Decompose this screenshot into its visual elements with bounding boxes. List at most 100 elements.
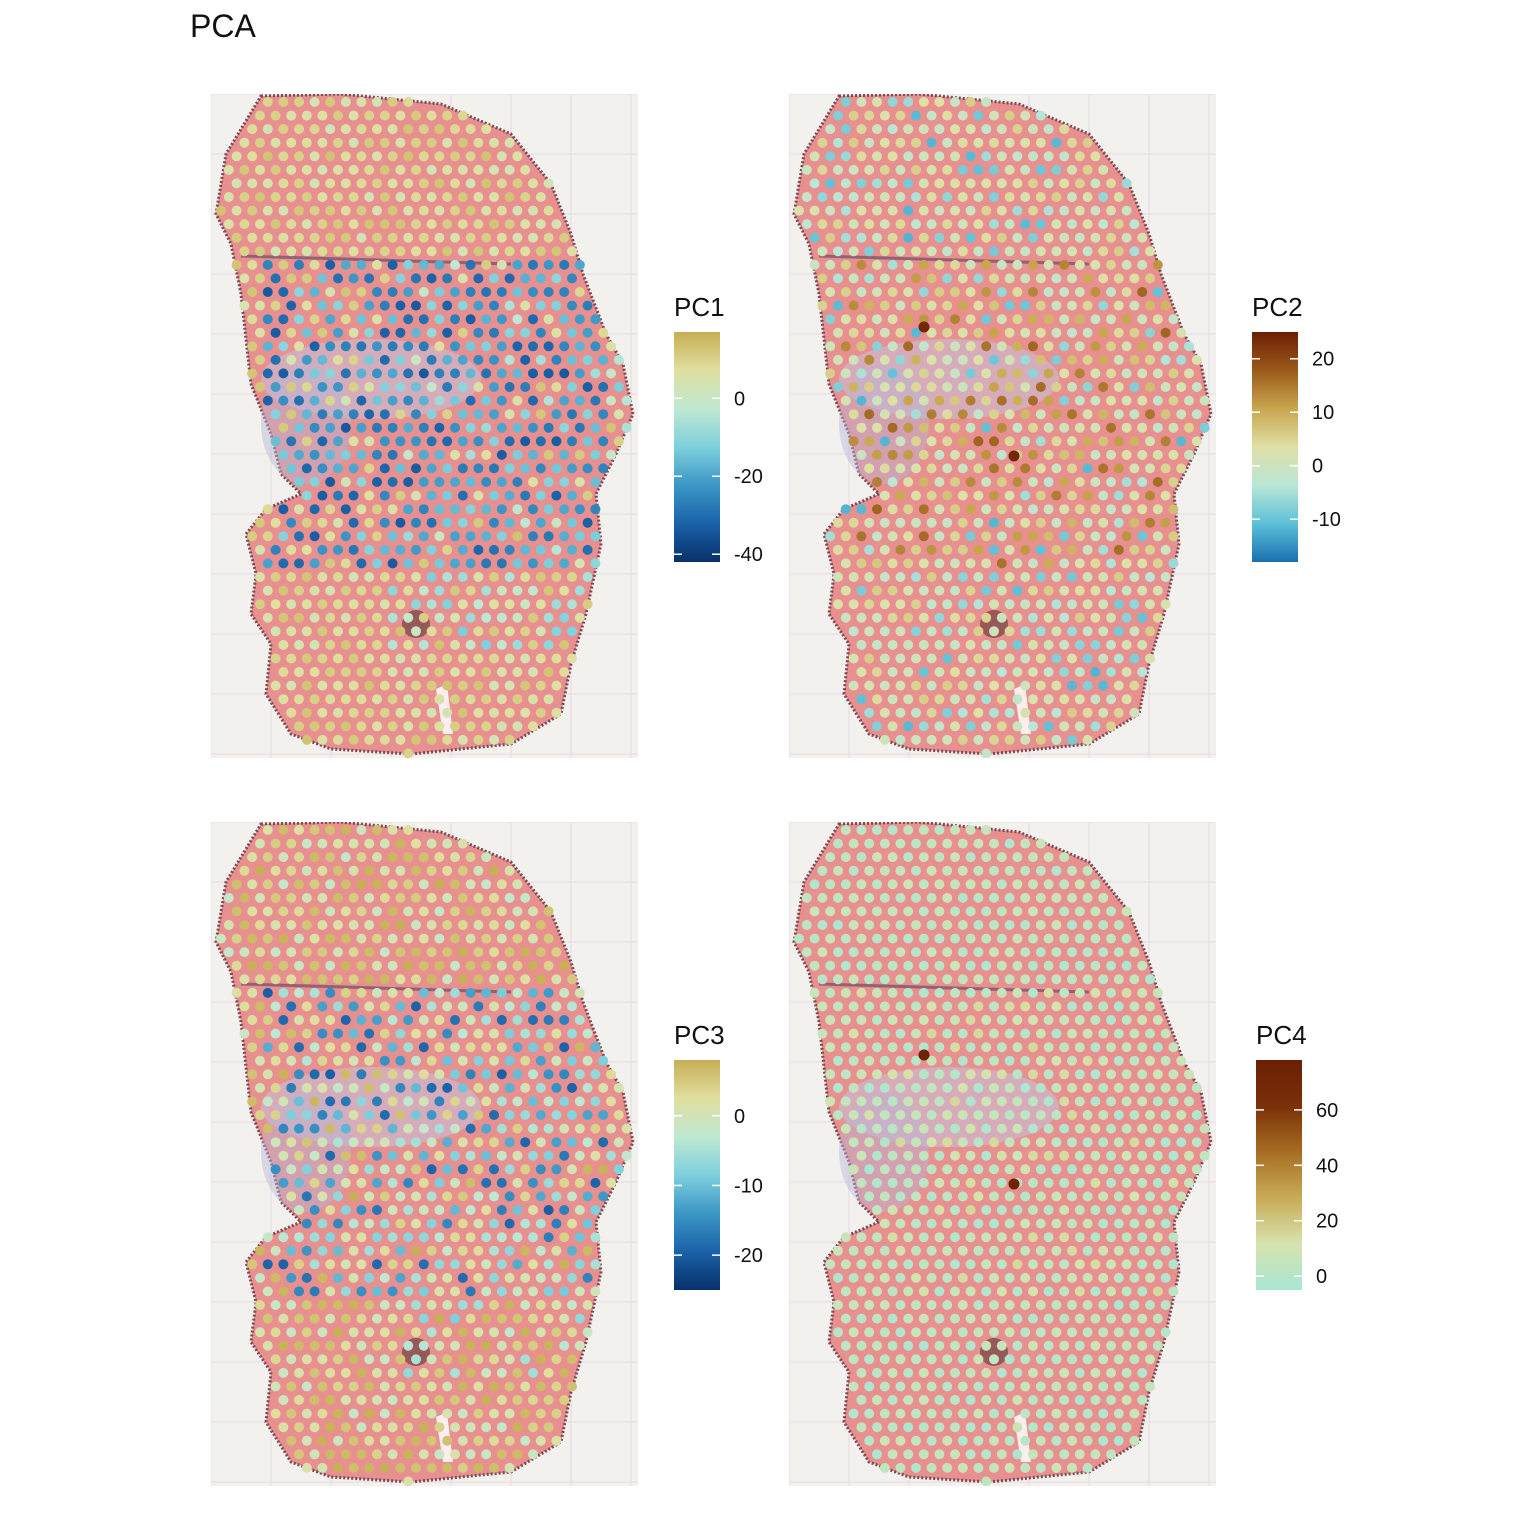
- data-point: [903, 124, 914, 135]
- data-point: [825, 960, 836, 971]
- data-point: [364, 164, 375, 175]
- data-point: [934, 178, 945, 189]
- data-point: [918, 1205, 929, 1215]
- data-point: [489, 1354, 499, 1365]
- data-point: [950, 1313, 960, 1324]
- data-point: [1129, 1028, 1140, 1039]
- data-point: [426, 490, 437, 501]
- data-point: [1067, 382, 1077, 392]
- data-point: [309, 368, 320, 379]
- data-point: [325, 639, 336, 650]
- data-point: [957, 219, 968, 230]
- data-point: [872, 151, 882, 162]
- data-point: [864, 1435, 875, 1446]
- data-point: [356, 1069, 367, 1080]
- data-point: [1028, 1069, 1038, 1080]
- data-point: [848, 219, 859, 230]
- data-point: [528, 205, 538, 216]
- data-point: [1059, 1150, 1070, 1161]
- data-point: [872, 395, 882, 406]
- data-point: [887, 1069, 898, 1080]
- data-point: [286, 572, 297, 582]
- data-point: [317, 1408, 328, 1419]
- data-point: [981, 1476, 992, 1486]
- data-point: [1012, 1123, 1023, 1134]
- data-point: [481, 422, 492, 433]
- data-point: [520, 892, 531, 903]
- data-point: [965, 1286, 976, 1297]
- data-point: [301, 707, 312, 718]
- data-point: [1106, 1205, 1116, 1215]
- data-point: [965, 368, 976, 379]
- data-point: [395, 1300, 406, 1310]
- data-point: [442, 382, 453, 392]
- data-point: [1020, 1300, 1031, 1310]
- data-point: [1082, 273, 1093, 284]
- data-point: [434, 1422, 445, 1433]
- data-point: [465, 639, 476, 650]
- data-point: [481, 341, 492, 352]
- data-point: [543, 1015, 554, 1025]
- data-point: [348, 544, 359, 555]
- data-point: [255, 1082, 265, 1093]
- data-point: [918, 1259, 929, 1270]
- data-point: [574, 1340, 585, 1351]
- data-point: [996, 205, 1007, 216]
- data-point: [1082, 137, 1093, 148]
- data-point: [942, 920, 953, 930]
- data-point: [426, 436, 437, 447]
- data-point: [887, 178, 898, 189]
- data-point: [1160, 1055, 1171, 1066]
- data-point: [1168, 395, 1179, 406]
- data-point: [340, 259, 351, 270]
- data-point: [340, 879, 351, 890]
- data-point: [809, 232, 820, 243]
- data-point: [1082, 1300, 1093, 1310]
- data-point: [262, 825, 273, 835]
- data-point: [301, 164, 312, 175]
- data-point: [387, 1177, 398, 1188]
- data-point: [473, 137, 484, 148]
- data-point: [1160, 1028, 1171, 1039]
- data-point: [965, 1259, 976, 1270]
- data-point: [294, 531, 304, 542]
- data-point: [1004, 1300, 1015, 1310]
- data-point: [872, 124, 882, 135]
- data-point: [450, 1096, 460, 1107]
- data-point: [973, 164, 984, 175]
- data-point: [1008, 450, 1020, 462]
- data-point: [317, 463, 328, 474]
- data-point: [325, 1096, 336, 1107]
- data-point: [1020, 947, 1031, 958]
- data-point: [942, 490, 953, 501]
- data-point: [340, 1123, 351, 1134]
- data-point: [973, 1327, 984, 1338]
- data-point: [559, 558, 570, 569]
- data-point: [278, 97, 289, 107]
- data-point: [1168, 368, 1179, 379]
- data-point: [1082, 865, 1093, 876]
- data-point: [582, 599, 593, 610]
- data-point: [255, 1272, 265, 1283]
- data-point: [278, 314, 289, 325]
- data-point: [473, 626, 484, 637]
- data-point: [825, 341, 836, 352]
- data-point: [231, 259, 242, 270]
- data-point: [1004, 164, 1015, 175]
- data-point: [551, 1354, 562, 1365]
- data-point: [1043, 694, 1054, 705]
- data-point: [286, 327, 297, 338]
- data-point: [567, 1028, 577, 1039]
- data-point: [309, 259, 320, 270]
- data-point: [465, 1286, 476, 1297]
- data-point: [309, 1449, 320, 1460]
- data-point: [395, 1001, 406, 1012]
- data-point: [348, 1164, 359, 1175]
- data-point: [364, 1082, 375, 1093]
- data-point: [395, 1462, 406, 1473]
- data-point: [950, 1096, 960, 1107]
- data-point: [262, 1042, 273, 1053]
- data-point: [559, 1042, 570, 1053]
- data-point: [1121, 1150, 1132, 1161]
- data-point: [1067, 680, 1077, 691]
